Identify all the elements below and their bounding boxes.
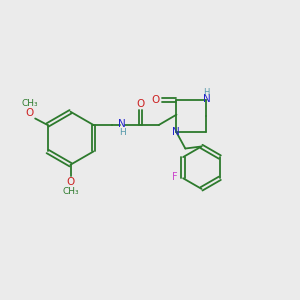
- Text: CH₃: CH₃: [22, 99, 38, 108]
- Text: H: H: [203, 88, 209, 98]
- Text: O: O: [66, 177, 75, 187]
- Text: N: N: [202, 94, 210, 104]
- Text: N: N: [172, 127, 180, 137]
- Text: F: F: [172, 172, 177, 182]
- Text: O: O: [152, 95, 160, 105]
- Text: H: H: [119, 128, 126, 136]
- Text: CH₃: CH₃: [62, 187, 79, 196]
- Text: N: N: [118, 119, 126, 129]
- Text: O: O: [136, 99, 145, 109]
- Text: O: O: [26, 108, 34, 118]
